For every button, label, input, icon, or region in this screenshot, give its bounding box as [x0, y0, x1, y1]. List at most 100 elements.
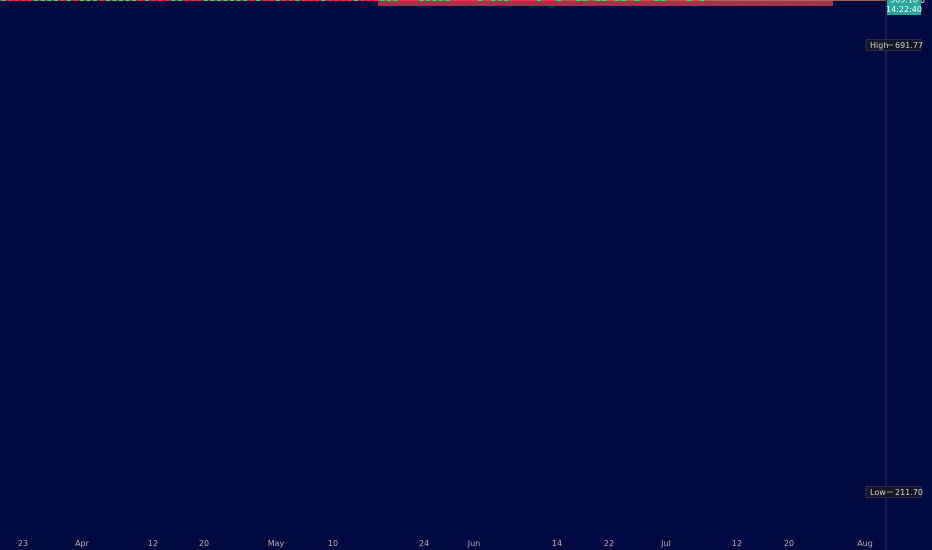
candle	[171, 0, 176, 1]
candle	[34, 0, 39, 1]
candle-body	[478, 0, 483, 1]
candle-body	[458, 0, 463, 1]
candle	[66, 0, 71, 1]
candle-body	[406, 0, 411, 1]
candle-body	[321, 0, 326, 1]
candle	[145, 0, 150, 1]
candle-body	[40, 0, 45, 1]
candle-body	[510, 0, 515, 1]
candle	[236, 0, 241, 1]
candle	[497, 0, 502, 1]
candle	[660, 0, 666, 1]
candle-body	[569, 0, 574, 1]
candle-body	[138, 0, 143, 1]
candle	[700, 0, 705, 1]
candle-body	[536, 0, 542, 1]
price-axis-background	[886, 0, 932, 550]
x-tick-label: Jul	[660, 539, 671, 548]
candle-body	[145, 0, 150, 1]
candle-body	[497, 0, 502, 1]
candle	[406, 0, 411, 1]
candle	[582, 0, 587, 1]
candle-body	[465, 0, 470, 1]
candle-body	[693, 0, 698, 1]
candle	[399, 0, 404, 1]
candle-body	[177, 0, 182, 1]
candle	[223, 0, 228, 1]
candle-body	[340, 0, 346, 1]
candle	[1, 0, 6, 1]
candle	[438, 0, 444, 1]
candle	[282, 0, 287, 1]
candle-body	[301, 0, 306, 1]
candle	[628, 0, 633, 1]
candle-body	[66, 0, 71, 1]
candle-body	[249, 0, 254, 1]
candle-body	[262, 0, 267, 1]
candle	[229, 0, 235, 1]
candle	[47, 0, 52, 1]
candle	[256, 0, 261, 1]
candle-body	[543, 0, 548, 1]
candle-body	[334, 0, 339, 1]
candle-body	[641, 0, 646, 1]
candle	[275, 0, 280, 1]
candle	[334, 0, 339, 1]
candle-body	[399, 0, 404, 1]
candle-body	[380, 0, 385, 1]
candle-body	[190, 0, 195, 1]
candle-body	[660, 0, 666, 1]
candle	[693, 0, 698, 1]
candle	[269, 0, 274, 1]
candle-body	[184, 0, 189, 1]
high-marker-box	[865, 39, 922, 51]
candle	[595, 0, 600, 1]
candle-body	[236, 0, 241, 1]
candle-body	[354, 0, 359, 1]
low-marker-label: Low	[870, 488, 886, 497]
candle-body	[595, 0, 600, 1]
candle-body	[20, 0, 26, 1]
x-tick-label: May	[268, 539, 285, 548]
candle	[92, 0, 98, 1]
candle	[393, 0, 398, 1]
candle-body	[314, 0, 320, 1]
candle	[458, 0, 463, 1]
candle	[197, 0, 202, 1]
x-tick-label: 20	[199, 539, 209, 548]
candle	[177, 0, 182, 1]
candle	[484, 0, 489, 1]
candle	[451, 0, 457, 1]
candle	[523, 0, 528, 1]
candle	[216, 0, 222, 1]
candle-body	[118, 0, 124, 1]
candle	[432, 0, 437, 1]
candle	[73, 0, 78, 1]
low-marker-value: 211.70	[895, 488, 923, 497]
candle	[536, 0, 542, 1]
candle-body	[621, 0, 626, 1]
candle-body	[373, 0, 378, 1]
candle	[308, 0, 313, 1]
candle	[40, 0, 45, 1]
candle-body	[484, 0, 489, 1]
candle-body	[504, 0, 509, 1]
candle	[158, 0, 163, 1]
candle-body	[687, 0, 692, 1]
candle-body	[425, 0, 431, 1]
candle	[445, 0, 450, 1]
candle	[373, 0, 378, 1]
candle	[380, 0, 385, 1]
candle	[301, 0, 306, 1]
candle	[20, 0, 26, 1]
candle-body	[158, 0, 163, 1]
candle	[634, 0, 640, 1]
price-badges-layer: 690.14522.70440.33380.95330.52305.1814:2…	[865, 0, 923, 498]
candle-body	[60, 0, 65, 1]
candle	[569, 0, 574, 1]
candle-body	[471, 0, 476, 1]
candle	[203, 0, 209, 1]
last-price-badge	[887, 0, 921, 15]
